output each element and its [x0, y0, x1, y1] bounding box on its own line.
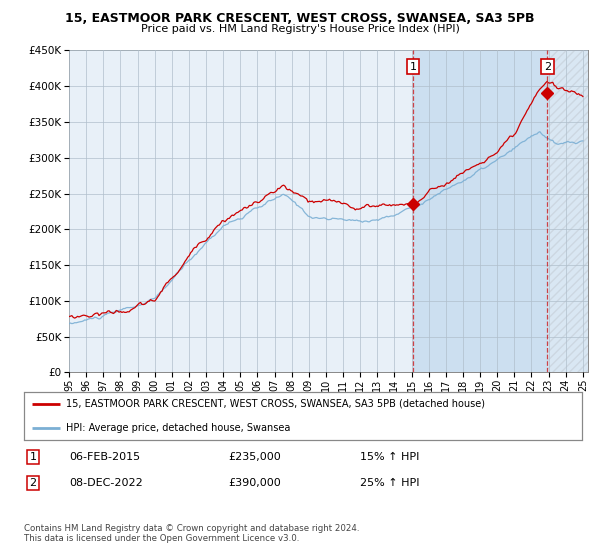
Text: 2: 2 [544, 62, 551, 72]
Text: 08-DEC-2022: 08-DEC-2022 [69, 478, 143, 488]
Text: 1: 1 [29, 452, 37, 462]
Text: HPI: Average price, detached house, Swansea: HPI: Average price, detached house, Swan… [66, 423, 290, 433]
Text: Price paid vs. HM Land Registry's House Price Index (HPI): Price paid vs. HM Land Registry's House … [140, 24, 460, 34]
Text: 06-FEB-2015: 06-FEB-2015 [69, 452, 140, 462]
Text: 25% ↑ HPI: 25% ↑ HPI [360, 478, 419, 488]
Text: £390,000: £390,000 [228, 478, 281, 488]
Bar [547, 50, 592, 372]
Text: 15, EASTMOOR PARK CRESCENT, WEST CROSS, SWANSEA, SA3 5PB (detached house): 15, EASTMOOR PARK CRESCENT, WEST CROSS, … [66, 399, 485, 409]
Text: 15, EASTMOOR PARK CRESCENT, WEST CROSS, SWANSEA, SA3 5PB: 15, EASTMOOR PARK CRESCENT, WEST CROSS, … [65, 12, 535, 25]
Text: 2: 2 [29, 478, 37, 488]
Text: £235,000: £235,000 [228, 452, 281, 462]
Text: 1: 1 [409, 62, 416, 72]
Text: 15% ↑ HPI: 15% ↑ HPI [360, 452, 419, 462]
Text: Contains HM Land Registry data © Crown copyright and database right 2024.
This d: Contains HM Land Registry data © Crown c… [24, 524, 359, 543]
Bar [413, 50, 547, 372]
Bar [547, 50, 592, 372]
